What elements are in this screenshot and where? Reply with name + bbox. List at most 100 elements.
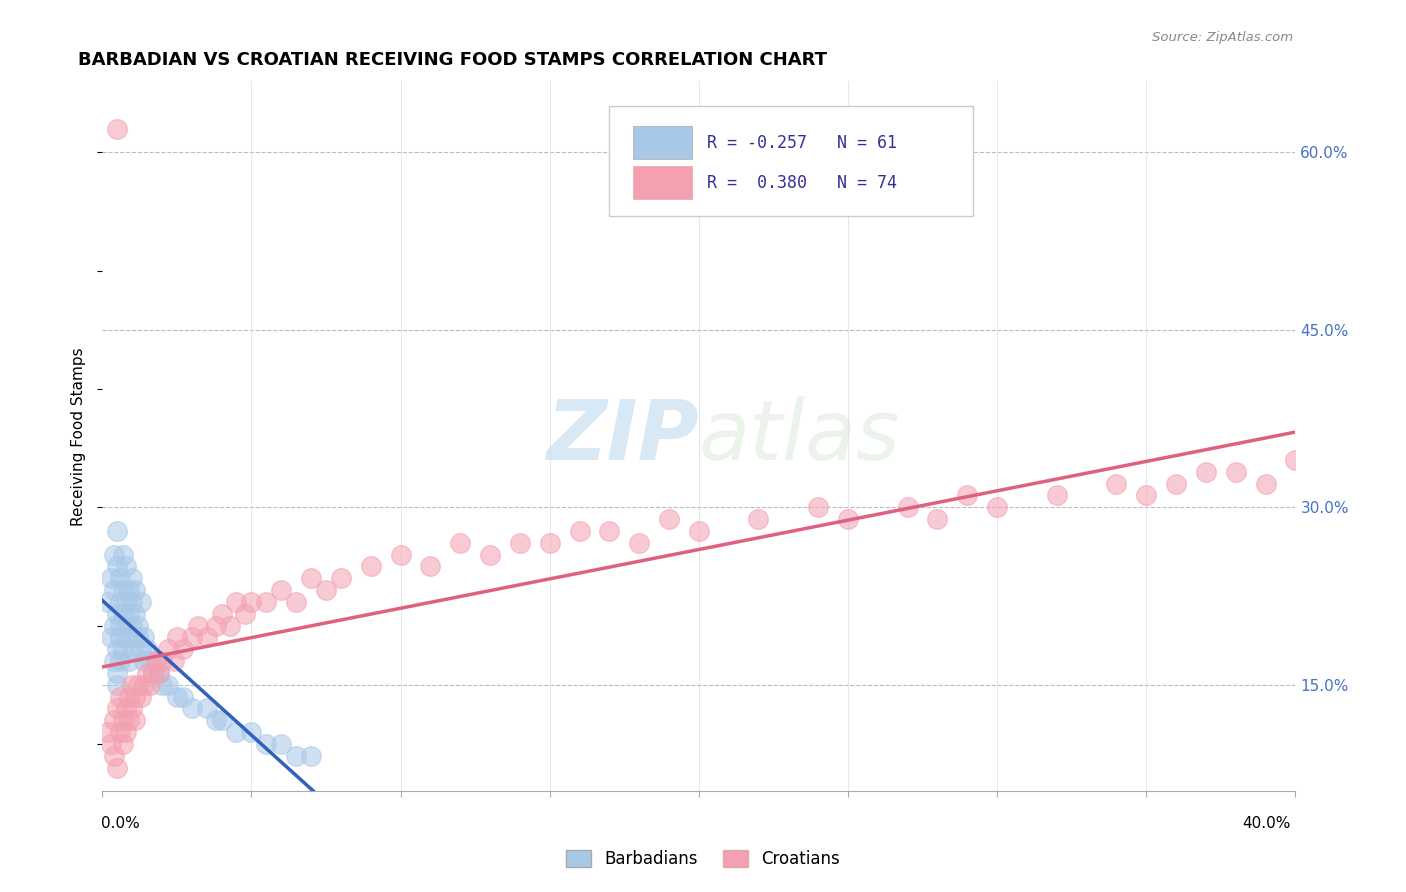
Point: [1135, 488, 1157, 502]
Point: [1284, 453, 1306, 467]
Point: [142, 665, 165, 680]
FancyBboxPatch shape: [633, 126, 692, 160]
Point: [285, 748, 308, 763]
Point: [956, 488, 979, 502]
Point: [103, 654, 125, 668]
Point: [139, 654, 162, 668]
Point: [166, 690, 188, 704]
Point: [136, 665, 159, 680]
Point: [254, 737, 277, 751]
Point: [124, 713, 146, 727]
Point: [150, 678, 173, 692]
Point: [121, 642, 143, 657]
Text: 0.0%: 0.0%: [101, 816, 141, 830]
Point: [105, 665, 128, 680]
Point: [105, 678, 128, 692]
Point: [97, 595, 120, 609]
Point: [538, 535, 561, 549]
Point: [156, 678, 179, 692]
Point: [129, 690, 152, 704]
Point: [105, 642, 128, 657]
Point: [108, 631, 131, 645]
Point: [127, 631, 149, 645]
Point: [254, 595, 277, 609]
Point: [389, 548, 412, 562]
Point: [360, 559, 382, 574]
Y-axis label: Receiving Food Stamps: Receiving Food Stamps: [72, 347, 86, 525]
Point: [204, 713, 226, 727]
Point: [299, 571, 322, 585]
Point: [1046, 488, 1069, 502]
Point: [132, 678, 155, 692]
Point: [195, 701, 218, 715]
Point: [270, 582, 292, 597]
Point: [103, 713, 125, 727]
Text: R = -0.257   N = 61: R = -0.257 N = 61: [707, 134, 897, 153]
Point: [329, 571, 352, 585]
Point: [136, 642, 159, 657]
Point: [108, 690, 131, 704]
Point: [115, 559, 138, 574]
Point: [166, 631, 188, 645]
Point: [479, 548, 502, 562]
Point: [103, 618, 125, 632]
Point: [105, 607, 128, 621]
Point: [118, 607, 141, 621]
Point: [129, 595, 152, 609]
Point: [897, 500, 920, 515]
Point: [121, 571, 143, 585]
Point: [97, 725, 120, 739]
Point: [112, 607, 135, 621]
Point: [118, 690, 141, 704]
Text: 40.0%: 40.0%: [1243, 816, 1291, 830]
Point: [187, 618, 209, 632]
Point: [121, 595, 143, 609]
Point: [105, 701, 128, 715]
Text: atlas: atlas: [699, 396, 900, 476]
Text: ZIP: ZIP: [546, 396, 699, 476]
Point: [658, 512, 681, 526]
Point: [121, 618, 143, 632]
Point: [1225, 465, 1247, 479]
Point: [108, 595, 131, 609]
Point: [145, 654, 167, 668]
Point: [115, 618, 138, 632]
Point: [240, 595, 263, 609]
Point: [115, 595, 138, 609]
Point: [121, 678, 143, 692]
Point: [204, 618, 226, 632]
Point: [105, 121, 128, 136]
Point: [419, 559, 441, 574]
Point: [628, 535, 651, 549]
Point: [211, 713, 233, 727]
FancyBboxPatch shape: [609, 106, 973, 216]
Point: [142, 665, 165, 680]
Point: [127, 618, 149, 632]
Point: [211, 607, 233, 621]
Legend: Barbadians, Croatians: Barbadians, Croatians: [560, 843, 846, 875]
Point: [129, 642, 152, 657]
Point: [163, 654, 186, 668]
Point: [225, 595, 247, 609]
Point: [118, 654, 141, 668]
Point: [100, 571, 122, 585]
Point: [148, 665, 170, 680]
Point: [315, 582, 337, 597]
Point: [115, 701, 138, 715]
Point: [235, 607, 257, 621]
Point: [1254, 476, 1277, 491]
Point: [132, 631, 155, 645]
Point: [837, 512, 859, 526]
Point: [180, 631, 202, 645]
Point: [112, 582, 135, 597]
Point: [156, 642, 179, 657]
Point: [121, 701, 143, 715]
Point: [180, 701, 202, 715]
Point: [118, 582, 141, 597]
Point: [112, 713, 135, 727]
Point: [285, 595, 308, 609]
Point: [118, 713, 141, 727]
Point: [100, 631, 122, 645]
Point: [172, 690, 194, 704]
Point: [100, 737, 122, 751]
